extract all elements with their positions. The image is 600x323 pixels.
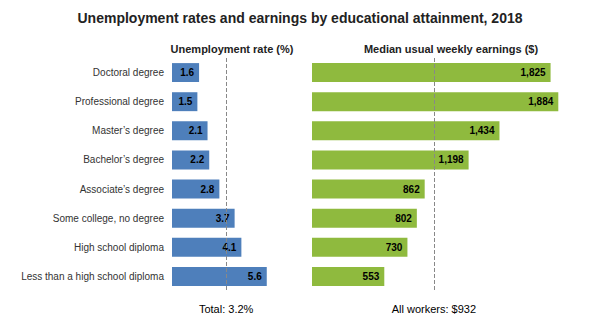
svg-text:Professional degree: Professional degree xyxy=(75,96,164,107)
svg-text:Unemployment rates and earning: Unemployment rates and earnings by educa… xyxy=(77,10,522,26)
svg-text:Unemployment rate (%): Unemployment rate (%) xyxy=(171,43,294,55)
svg-text:Associate’s degree: Associate’s degree xyxy=(80,184,165,195)
svg-text:Doctoral degree: Doctoral degree xyxy=(93,67,165,78)
svg-text:2.8: 2.8 xyxy=(200,184,214,195)
svg-text:High school diploma: High school diploma xyxy=(74,242,164,253)
svg-text:Less than a high school diplom: Less than a high school diploma xyxy=(21,271,164,282)
svg-text:All workers: $932: All workers: $932 xyxy=(392,303,476,315)
svg-text:2.2: 2.2 xyxy=(190,154,204,165)
svg-text:Master’s degree: Master’s degree xyxy=(92,125,164,136)
svg-text:5.6: 5.6 xyxy=(248,271,262,282)
svg-text:Median usual weekly earnings (: Median usual weekly earnings ($) xyxy=(364,43,539,55)
svg-text:Some college, no degree: Some college, no degree xyxy=(53,213,165,224)
svg-text:553: 553 xyxy=(363,271,380,282)
svg-text:862: 862 xyxy=(403,184,420,195)
svg-text:802: 802 xyxy=(395,213,412,224)
svg-text:1.6: 1.6 xyxy=(180,67,194,78)
svg-text:Bachelor’s degree: Bachelor’s degree xyxy=(83,154,164,165)
svg-text:1,198: 1,198 xyxy=(439,154,464,165)
svg-text:1.5: 1.5 xyxy=(178,96,192,107)
svg-text:1,884: 1,884 xyxy=(528,96,553,107)
svg-text:2.1: 2.1 xyxy=(189,125,203,136)
svg-text:1,825: 1,825 xyxy=(521,67,546,78)
svg-text:3.7: 3.7 xyxy=(216,213,230,224)
svg-text:730: 730 xyxy=(386,242,403,253)
svg-text:Total: 3.2%: Total: 3.2% xyxy=(199,303,254,315)
svg-text:1,434: 1,434 xyxy=(469,125,494,136)
svg-text:4.1: 4.1 xyxy=(222,242,236,253)
